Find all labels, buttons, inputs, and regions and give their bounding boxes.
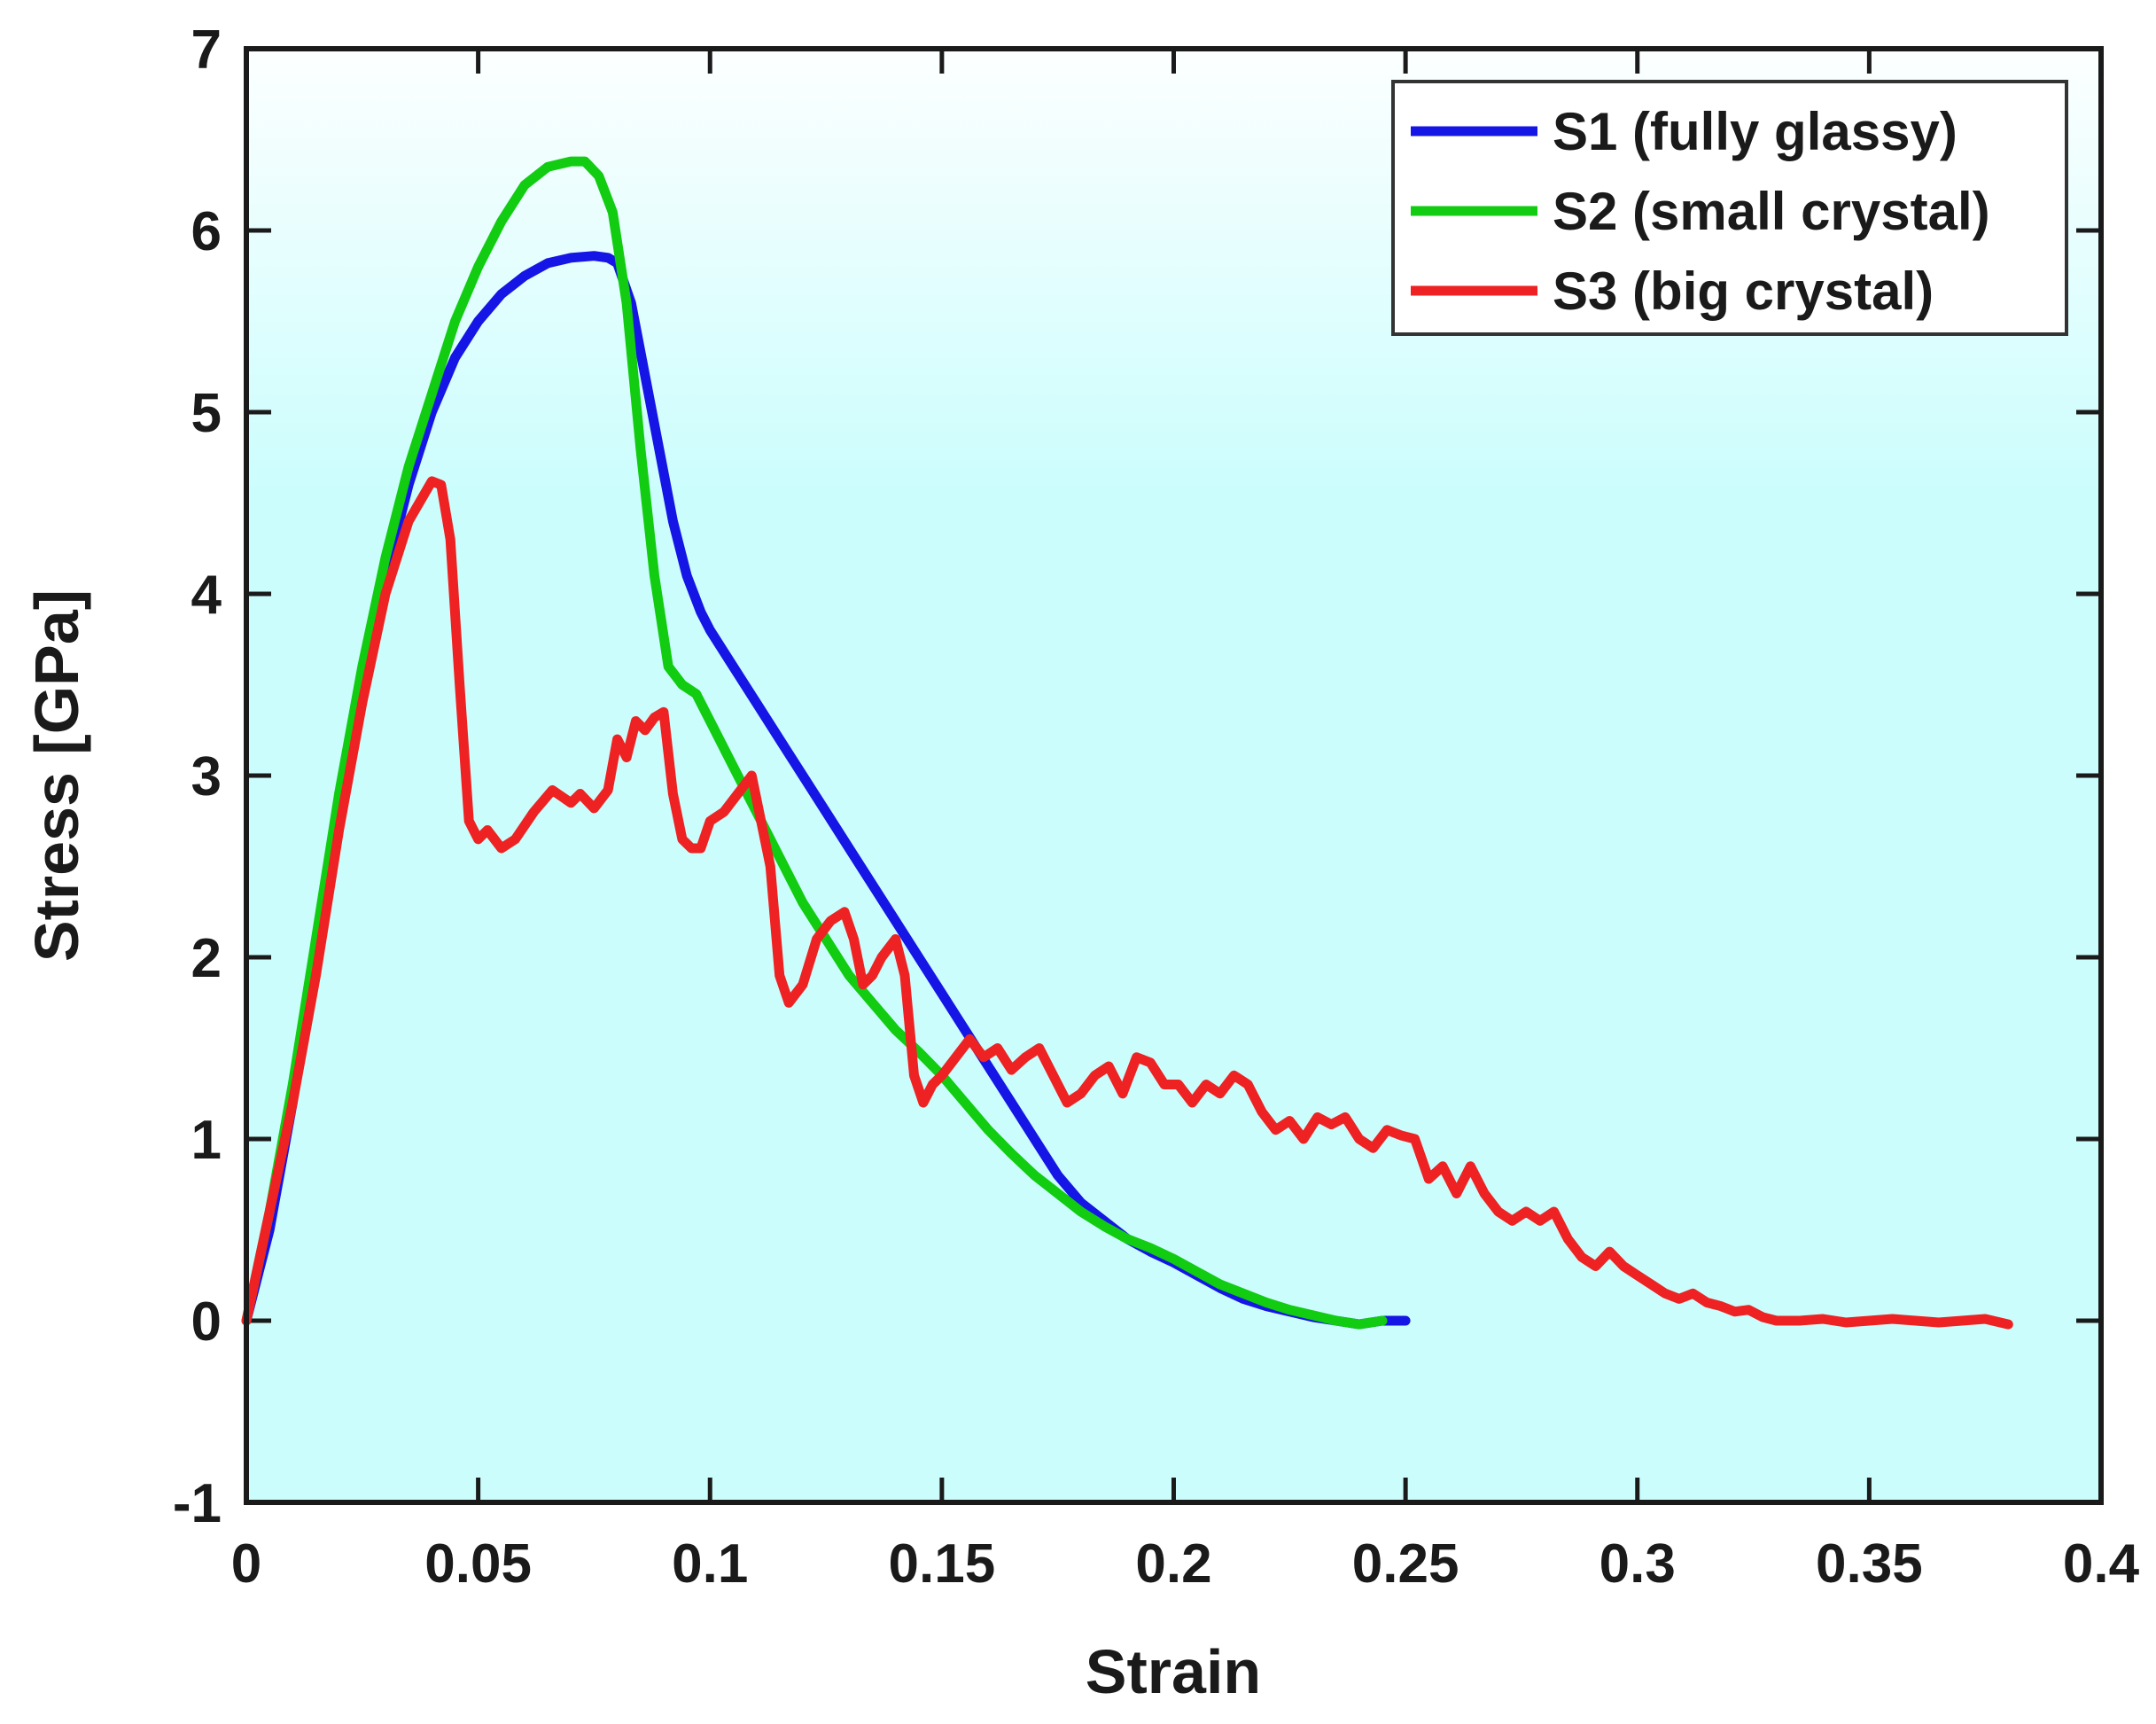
y-tick-label: 6: [191, 201, 222, 262]
legend-label-s3: S3 (big crystal): [1553, 261, 1934, 321]
series-lines: [241, 156, 2013, 1330]
legend: S1 (fully glassy) S2 (small crystal) S3 (b…: [1391, 80, 2068, 336]
x-tick-label: 0.25: [1352, 1533, 1459, 1595]
x-tick-label: 0.15: [889, 1533, 996, 1595]
y-tick-label: 0: [191, 1291, 222, 1353]
x-tick-label: 0: [231, 1533, 261, 1595]
legend-label-s2: S2 (small crystal): [1553, 182, 1990, 241]
y-axis-title: Stress [GPa]: [22, 589, 91, 962]
plot-frame: [244, 46, 2104, 1505]
series-line-s3: [241, 476, 2013, 1330]
x-axis-title: Strain: [1086, 1637, 1261, 1706]
y-tick-label: 1: [191, 1110, 222, 1171]
x-tick-label: 0.35: [1816, 1533, 1923, 1595]
y-tick-label: 5: [191, 383, 222, 444]
y-tick-label: 2: [191, 928, 222, 989]
x-tick-labels: 0 0.05 0.1 0.15 0.2 0.25 0.3 0.35 0.4: [231, 1533, 2140, 1595]
y-tick-labels: -1 0 1 2 3 4 5 6 7: [173, 20, 222, 1534]
y-tick-label: 7: [191, 20, 222, 81]
y-tick-label: 3: [191, 746, 222, 807]
y-tick-label: -1: [173, 1473, 222, 1534]
x-tick-label: 0.05: [424, 1533, 532, 1595]
x-tick-label: 0.4: [2063, 1533, 2140, 1595]
x-tick-label: 0.1: [672, 1533, 748, 1595]
legend-label-s1: S1 (fully glassy): [1553, 102, 1958, 161]
x-tick-label: 0.2: [1135, 1533, 1211, 1595]
y-tick-label: 4: [191, 565, 222, 626]
x-tick-label: 0.3: [1599, 1533, 1676, 1595]
